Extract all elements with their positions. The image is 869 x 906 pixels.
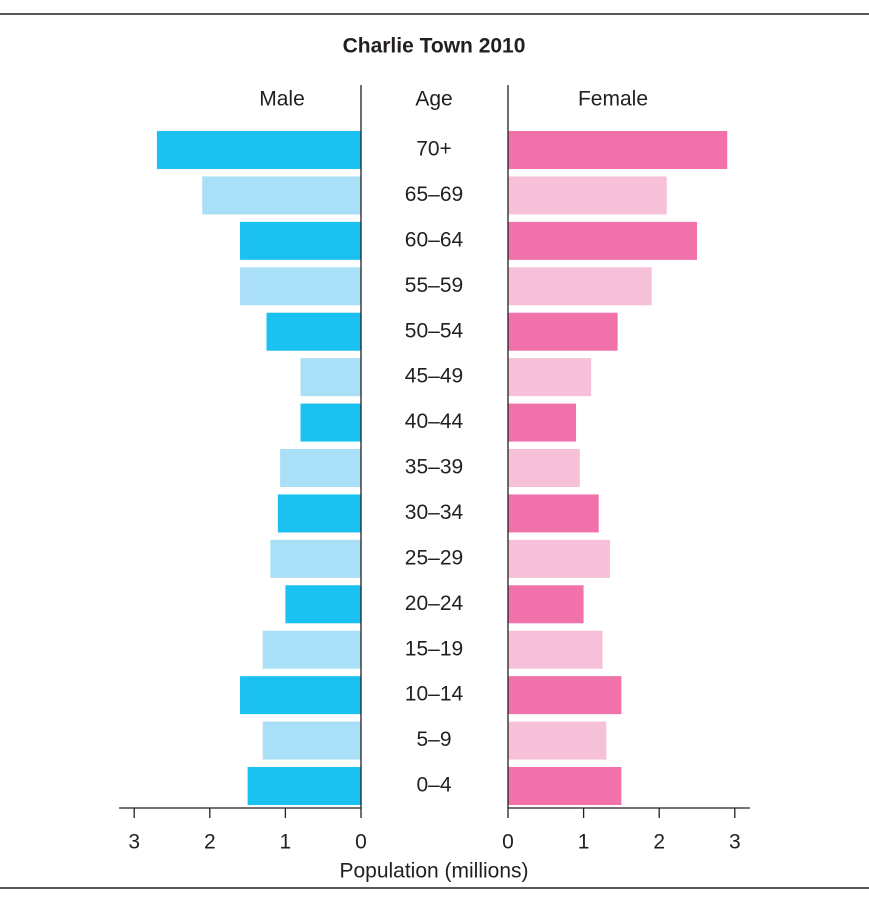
category-label: 20–24 bbox=[405, 592, 464, 615]
bar bbox=[277, 494, 361, 533]
category-label: 30–34 bbox=[405, 501, 464, 524]
x-axis-label: Population (millions) bbox=[339, 860, 528, 883]
series-header: Female bbox=[578, 88, 648, 111]
bar bbox=[300, 358, 361, 397]
x-tick-label: 1 bbox=[578, 831, 590, 854]
category-label: 60–64 bbox=[405, 228, 464, 251]
bar bbox=[240, 221, 361, 260]
series-header: Male bbox=[259, 88, 305, 111]
category-header: Age bbox=[415, 88, 452, 111]
bar bbox=[508, 676, 622, 715]
category-label: 5–9 bbox=[416, 728, 451, 751]
bar bbox=[508, 403, 577, 442]
category-label: 35–39 bbox=[405, 456, 463, 479]
bar bbox=[266, 312, 361, 351]
bar bbox=[508, 267, 652, 306]
category-label: 25–29 bbox=[405, 546, 463, 569]
bar bbox=[156, 131, 361, 169]
bar bbox=[247, 767, 361, 805]
category-label: 70+ bbox=[416, 138, 452, 161]
bar bbox=[300, 403, 361, 442]
x-tick-label: 1 bbox=[280, 831, 292, 854]
x-tick-label: 2 bbox=[204, 831, 216, 854]
bar bbox=[508, 494, 599, 533]
bar bbox=[240, 267, 361, 306]
x-tick-label: 3 bbox=[729, 831, 741, 854]
category-label: 65–69 bbox=[405, 183, 463, 206]
x-tick-label: 3 bbox=[128, 831, 140, 854]
category-label: 15–19 bbox=[405, 637, 463, 660]
bar bbox=[508, 539, 611, 578]
bar bbox=[270, 539, 361, 578]
x-tick-label: 0 bbox=[502, 831, 514, 854]
bar bbox=[508, 585, 584, 624]
bar bbox=[508, 176, 667, 215]
bar bbox=[285, 585, 361, 624]
bar bbox=[202, 176, 361, 215]
bar bbox=[508, 721, 607, 760]
category-label: 0–4 bbox=[416, 774, 451, 797]
category-label: 10–14 bbox=[405, 683, 464, 706]
category-label: 55–59 bbox=[405, 274, 463, 297]
x-tick-label: 2 bbox=[653, 831, 665, 854]
bar bbox=[508, 449, 580, 487]
category-label: 50–54 bbox=[405, 319, 464, 342]
bar bbox=[508, 767, 622, 805]
chart-title: Charlie Town 2010 bbox=[343, 35, 526, 58]
bar bbox=[262, 721, 361, 760]
bar bbox=[240, 676, 361, 715]
category-label: 40–44 bbox=[405, 410, 464, 433]
x-tick-label: 0 bbox=[355, 831, 367, 854]
bar bbox=[508, 358, 592, 397]
bar bbox=[508, 630, 603, 669]
bar bbox=[262, 630, 361, 669]
bar bbox=[508, 312, 618, 351]
bar bbox=[280, 449, 361, 487]
category-label: 45–49 bbox=[405, 365, 463, 388]
bar bbox=[508, 131, 728, 169]
bar bbox=[508, 221, 697, 260]
